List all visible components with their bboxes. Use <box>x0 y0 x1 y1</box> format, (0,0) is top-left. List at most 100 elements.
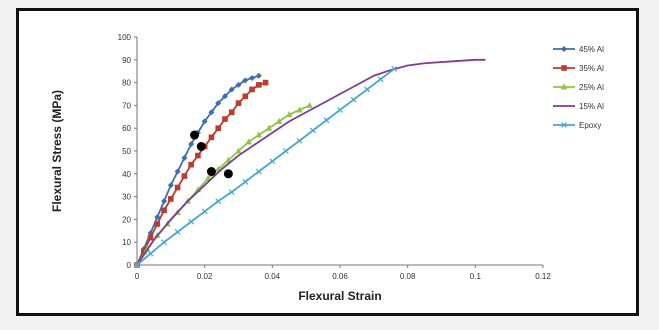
legend-label: Epoxy <box>579 121 601 130</box>
data-point <box>561 46 567 52</box>
x-axis-ticks: 0 0.02 0.04 0.06 0.08 0.1 0.12 <box>135 265 551 281</box>
data-point <box>296 137 303 144</box>
data-point <box>195 152 201 159</box>
data-point <box>235 81 242 88</box>
data-point <box>323 117 330 124</box>
data-point <box>188 141 195 148</box>
data-point <box>364 86 370 93</box>
data-point <box>140 248 147 255</box>
data-point <box>561 65 567 71</box>
x-tick-label: 0.1 <box>470 272 482 281</box>
data-point <box>306 101 313 108</box>
data-point <box>215 125 221 131</box>
data-point <box>174 229 181 235</box>
data-point <box>275 117 283 124</box>
x-tick-label: 0.12 <box>535 272 551 281</box>
data-point <box>265 124 273 131</box>
legend-label: 25% Al <box>579 83 604 92</box>
data-point <box>377 76 384 83</box>
data-point <box>221 93 228 100</box>
data-point <box>337 107 343 113</box>
data-point <box>255 131 262 138</box>
legend-item: 15% Al <box>553 102 604 111</box>
series-3 <box>136 58 486 266</box>
data-point <box>282 148 289 154</box>
legend-item: 45% Al <box>553 45 604 54</box>
y-tick-label: 50 <box>122 147 131 156</box>
legend-label: 15% Al <box>579 102 604 111</box>
data-point <box>242 77 249 84</box>
x-tick-label: 0.04 <box>265 272 281 281</box>
data-point <box>147 250 154 257</box>
data-point <box>208 134 215 141</box>
data-point <box>161 198 168 205</box>
data-point <box>134 262 140 268</box>
data-point <box>201 208 208 215</box>
y-axis-ticks: 0 10 20 30 40 50 60 70 80 90 100 <box>118 33 137 270</box>
data-point <box>215 100 222 107</box>
data-point <box>161 207 167 214</box>
legend-label: 45% Al <box>579 45 604 54</box>
data-point <box>245 138 252 145</box>
y-tick-label: 10 <box>122 238 131 247</box>
legend-item: 25% Al <box>553 83 604 92</box>
data-point <box>167 182 174 189</box>
data-point <box>228 86 235 93</box>
x-tick-label: 0.08 <box>400 272 416 281</box>
series-layer <box>133 58 486 268</box>
data-point <box>561 122 567 128</box>
y-tick-label: 40 <box>122 170 131 179</box>
y-tick-label: 70 <box>122 101 131 110</box>
data-point <box>201 118 208 125</box>
data-point <box>228 189 235 195</box>
data-point <box>174 168 181 175</box>
data-point <box>168 196 174 202</box>
y-tick-label: 30 <box>122 193 131 202</box>
annotation-dot <box>196 141 206 151</box>
y-tick-label: 80 <box>122 79 131 88</box>
data-point <box>208 109 215 116</box>
y-tick-label: 90 <box>122 56 131 65</box>
annotation-layer <box>190 130 233 179</box>
data-point <box>242 93 249 100</box>
data-point <box>222 116 228 122</box>
annotation-dot <box>206 167 216 177</box>
data-point <box>255 72 262 79</box>
data-point <box>154 214 161 221</box>
series-line <box>136 58 486 266</box>
data-point <box>560 83 568 90</box>
data-point <box>286 111 293 118</box>
data-point <box>161 239 167 246</box>
data-point <box>181 154 188 161</box>
annotation-dot <box>223 169 233 179</box>
series-2 <box>133 101 313 268</box>
chart-frame: 0 10 20 30 40 50 60 70 80 90 100 0 0.02 0.04 0.06 0.08… <box>16 8 639 316</box>
data-point <box>249 75 256 82</box>
data-point <box>225 156 232 163</box>
data-point <box>228 109 235 116</box>
y-tick-label: 100 <box>118 33 132 42</box>
data-point <box>350 96 357 103</box>
data-point <box>215 198 222 205</box>
data-point <box>174 184 181 191</box>
data-point <box>310 127 316 134</box>
data-point <box>235 147 242 154</box>
x-tick-label: 0.06 <box>332 272 348 281</box>
legend-item: 35% Al <box>553 64 604 73</box>
data-point <box>147 234 154 241</box>
annotation-dot <box>190 130 200 140</box>
legend-item: Epoxy <box>553 121 601 130</box>
data-point <box>296 106 303 113</box>
series-4 <box>134 65 398 268</box>
y-tick-label: 0 <box>127 261 132 270</box>
y-axis-title: Flexural Stress (MPa) <box>50 90 64 212</box>
data-point <box>391 65 398 72</box>
data-point <box>262 79 269 86</box>
data-point <box>242 178 249 185</box>
flexural-chart: 0 10 20 30 40 50 60 70 80 90 100 0 0.02 0.04 0.06 0.08… <box>50 33 604 303</box>
data-point <box>188 218 195 225</box>
data-point <box>249 86 255 93</box>
legend-label: 35% Al <box>579 64 604 73</box>
data-point <box>255 168 262 175</box>
y-tick-label: 60 <box>122 124 131 133</box>
